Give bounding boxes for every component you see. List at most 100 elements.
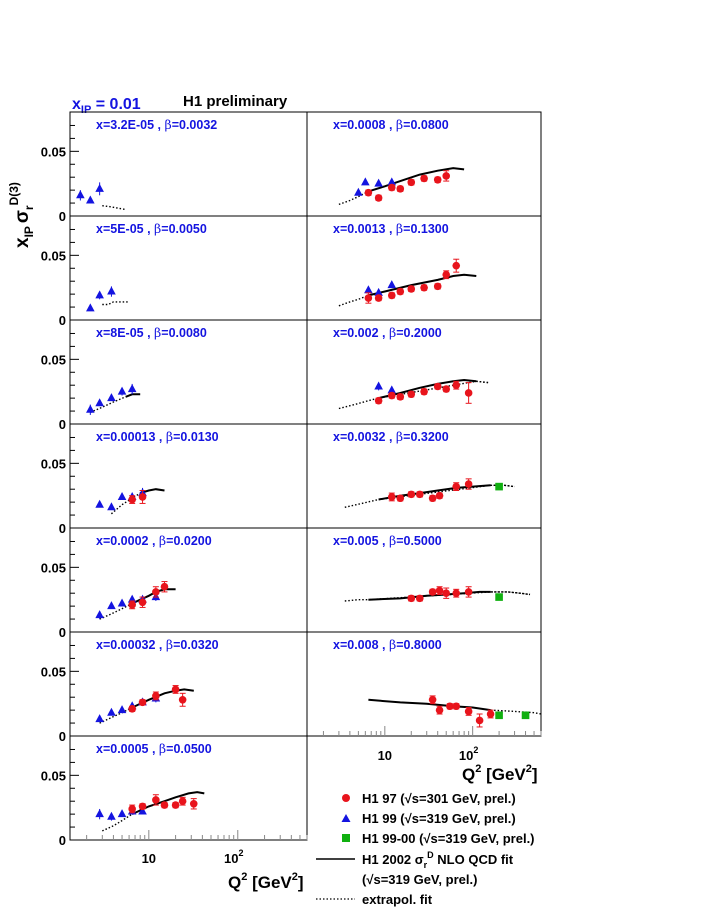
h1-97-point xyxy=(128,495,136,504)
y-tick-label: 0.05 xyxy=(41,768,66,783)
h1-97-point xyxy=(420,283,428,292)
h1-97-point xyxy=(387,291,396,300)
h1-99-point xyxy=(86,195,95,204)
nlo-fit-curve xyxy=(125,393,141,398)
h1-99-point xyxy=(387,177,397,186)
h1-99-point xyxy=(138,806,147,815)
h1-97-point xyxy=(433,382,442,391)
h1-97-point xyxy=(128,805,136,813)
h1-97-point xyxy=(396,185,405,193)
h1-99-point xyxy=(76,190,85,199)
legend-label-extrapol: extrapol. fit xyxy=(362,892,433,907)
y-tick-label: 0.05 xyxy=(41,248,66,263)
y-tick-label: 0 xyxy=(59,521,66,536)
h1-97-point xyxy=(464,389,473,397)
h1-97-point xyxy=(428,588,437,596)
panel-label: x=0.0032 , β=0.3200 xyxy=(333,429,449,444)
extrapolated-fit-curve xyxy=(344,484,515,508)
h1-97-point xyxy=(387,493,396,501)
h1-99-point xyxy=(387,280,397,289)
h1-99-point xyxy=(117,809,127,818)
h1-97-point xyxy=(452,381,461,390)
nlo-fit-curve xyxy=(368,273,477,297)
panels-group xyxy=(69,111,542,841)
x-axis-title-right: Q2 [GeV2] xyxy=(462,763,538,784)
nlo-fit-curve xyxy=(368,698,491,712)
y-tick-label: 0.05 xyxy=(41,144,66,159)
x-tick-label: 102 xyxy=(224,848,243,866)
h1-97-point xyxy=(128,601,136,609)
h1-97-point xyxy=(442,172,451,180)
h1-97-point xyxy=(452,261,461,270)
panel-label: x=0.00032 , β=0.0320 xyxy=(96,637,219,652)
h1-99-point xyxy=(107,286,116,295)
h1-99-point xyxy=(95,809,104,818)
extrapolated-fit-curve xyxy=(338,380,489,410)
y-tick-label: 0.05 xyxy=(41,560,66,575)
h1-9900-point xyxy=(521,711,530,720)
h1-97-point xyxy=(446,702,454,711)
h1-99-point xyxy=(354,187,363,196)
extrapolated-fit-curve xyxy=(99,602,133,620)
h1-99-point xyxy=(95,499,104,508)
h1-9900-point xyxy=(495,593,503,601)
h1-97-point xyxy=(475,716,484,725)
h1-99-point xyxy=(107,811,116,820)
panel-label: x=0.0005 , β=0.0500 xyxy=(96,741,212,756)
h1-97-point xyxy=(433,282,442,291)
h1-99-point xyxy=(387,385,397,394)
chart-title: H1 preliminary xyxy=(183,93,288,110)
h1-97-point xyxy=(420,387,428,396)
h1-97-point xyxy=(452,589,461,597)
h1-99-point xyxy=(107,393,116,402)
x-axis-title-left: Q2 [GeV2] xyxy=(228,871,304,892)
h1-99-point xyxy=(95,290,104,299)
h1-97-point xyxy=(374,194,383,202)
h1-97-point xyxy=(178,695,187,704)
extrapolated-fit-curve xyxy=(99,706,133,724)
h1-97-point xyxy=(442,589,451,597)
h1-9900-point xyxy=(495,711,503,720)
y-tick-label: 0 xyxy=(59,729,66,744)
h1-99-point xyxy=(95,398,104,407)
extrapolated-fit-curve xyxy=(476,380,489,384)
extrapolated-fit-curve xyxy=(338,294,369,307)
y-tick-label: 0.05 xyxy=(41,456,66,471)
h1-99-point xyxy=(374,178,383,187)
h1-97-point xyxy=(138,598,147,607)
h1-99-point xyxy=(127,384,137,393)
h1-97-point xyxy=(160,582,169,591)
h1-97-point xyxy=(374,396,383,405)
panel-label: x=5E-05 , β=0.0050 xyxy=(96,221,207,236)
h1-97-point xyxy=(152,796,160,804)
h1-97-point xyxy=(464,588,473,596)
h1-97-point xyxy=(442,385,451,393)
h1-97-point xyxy=(452,482,461,491)
h1-97-point xyxy=(435,491,444,500)
panel-label: x=0.008 , β=0.8000 xyxy=(333,637,442,652)
extrapolated-fit-curve xyxy=(490,591,531,596)
nlo-fit-curve xyxy=(131,791,205,816)
h1-97-point xyxy=(428,494,437,503)
legend-label-nlo-fit-2: (√s=319 GeV, prel.) xyxy=(362,872,477,887)
h1-97-point xyxy=(442,270,451,279)
h1-97-point xyxy=(396,393,405,401)
h1-97-point xyxy=(415,490,424,499)
y-tick-label: 0.05 xyxy=(41,664,66,679)
extrapolated-fit-curve xyxy=(490,484,515,488)
panel-label: x=0.0008 , β=0.0800 xyxy=(333,117,449,132)
y-tick-label: 0 xyxy=(59,313,66,328)
h1-97-point xyxy=(387,183,396,192)
h1-97-point xyxy=(171,685,180,694)
extrapolated-fit-curve xyxy=(110,492,141,515)
panel-frame xyxy=(306,631,542,737)
h1-97-point xyxy=(387,391,396,400)
h1-99-point xyxy=(361,177,370,186)
xip-label: xIP = 0.01 xyxy=(72,96,141,116)
extrapolated-fit-curve xyxy=(102,205,126,211)
h1-97-point xyxy=(407,285,416,293)
legend-label-h1-99: H1 99 (√s=319 GeV, prel.) xyxy=(362,811,516,826)
h1-99-point xyxy=(117,598,127,607)
x-tick-label: 10 xyxy=(378,748,392,763)
extrapolated-fit-curve xyxy=(338,190,369,206)
